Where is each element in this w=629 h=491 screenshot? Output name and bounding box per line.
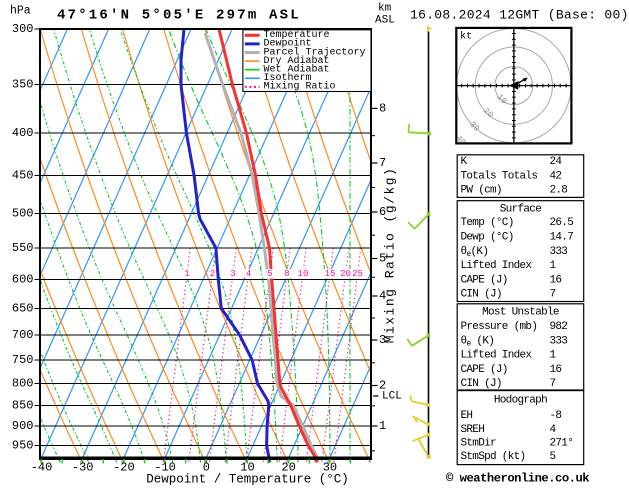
svg-text:650: 650 [12, 301, 34, 315]
svg-text:550: 550 [12, 241, 34, 255]
svg-text:4: 4 [246, 269, 251, 279]
svg-text:26.5: 26.5 [550, 217, 574, 229]
svg-text:CAPE (J): CAPE (J) [461, 274, 508, 286]
svg-text:8: 8 [284, 269, 289, 279]
svg-text:10: 10 [298, 269, 309, 279]
svg-text:24: 24 [550, 156, 563, 168]
svg-text:16: 16 [550, 364, 562, 376]
svg-text:LCL: LCL [382, 391, 402, 403]
svg-text:-40: -40 [31, 461, 53, 475]
svg-text:5: 5 [550, 451, 556, 463]
svg-text:StmDir: StmDir [461, 438, 497, 450]
svg-text:700: 700 [12, 328, 34, 342]
svg-text:CIN (J): CIN (J) [461, 378, 502, 390]
svg-text:7: 7 [550, 288, 556, 300]
svg-text:8: 8 [379, 101, 386, 115]
svg-text:500: 500 [12, 207, 34, 221]
svg-text:20: 20 [340, 269, 351, 279]
svg-text:-8: -8 [550, 410, 562, 422]
svg-text:-20: -20 [113, 461, 135, 475]
svg-text:-30: -30 [72, 461, 94, 475]
svg-text:950: 950 [12, 439, 34, 453]
svg-text:15: 15 [325, 269, 336, 279]
svg-text:CAPE (J): CAPE (J) [461, 364, 508, 376]
svg-text:800: 800 [12, 377, 34, 391]
svg-text:θe(K): θe(K) [461, 246, 489, 258]
svg-text:450: 450 [12, 169, 34, 183]
svg-text:5: 5 [267, 269, 272, 279]
svg-text:θe (K): θe (K) [461, 335, 495, 348]
svg-text:CIN (J): CIN (J) [461, 288, 502, 300]
svg-text:kt: kt [460, 31, 472, 43]
svg-text:982: 982 [550, 321, 568, 333]
svg-text:47°16'N 5°05'E 297m ASL: 47°16'N 5°05'E 297m ASL [57, 8, 301, 24]
svg-text:25: 25 [352, 269, 363, 279]
svg-text:1: 1 [184, 269, 189, 279]
svg-text:3: 3 [230, 269, 235, 279]
svg-text:EH: EH [461, 410, 473, 422]
svg-text:km: km [378, 3, 392, 15]
svg-text:600: 600 [12, 273, 34, 287]
svg-text:Dewp (°C): Dewp (°C) [461, 232, 514, 244]
svg-text:14.7: 14.7 [550, 232, 574, 244]
svg-text:1: 1 [379, 419, 386, 433]
svg-text:Temp (°C): Temp (°C) [461, 217, 514, 229]
svg-text:16: 16 [550, 274, 562, 286]
svg-text:350: 350 [12, 78, 34, 92]
svg-text:300: 300 [12, 22, 34, 36]
svg-text:© weatheronline.co.uk: © weatheronline.co.uk [446, 472, 589, 486]
svg-text:Dewpoint / Temperature (°C): Dewpoint / Temperature (°C) [146, 473, 349, 487]
svg-text:SREH: SREH [461, 424, 485, 436]
svg-text:850: 850 [12, 398, 34, 412]
svg-text:7: 7 [550, 378, 556, 390]
svg-text:271°: 271° [550, 438, 574, 450]
svg-text:750: 750 [12, 353, 34, 367]
svg-text:Hodograph: Hodograph [494, 394, 547, 406]
svg-text:42: 42 [550, 170, 562, 182]
svg-text:Lifted Index: Lifted Index [461, 350, 533, 362]
svg-text:16.08.2024 12GMT (Base: 00): 16.08.2024 12GMT (Base: 00) [410, 8, 629, 23]
svg-text:Surface: Surface [500, 204, 541, 216]
svg-text:Pressure (mb): Pressure (mb) [461, 321, 538, 333]
svg-text:333: 333 [550, 335, 568, 347]
svg-text:Mixing Ratio: Mixing Ratio [264, 81, 336, 93]
svg-text:2.8: 2.8 [550, 185, 568, 197]
svg-text:900: 900 [12, 419, 34, 433]
svg-text:2: 2 [210, 269, 215, 279]
svg-text:Lifted Index: Lifted Index [461, 260, 533, 272]
svg-text:Totals Totals: Totals Totals [461, 170, 538, 182]
svg-text:StmSpd (kt): StmSpd (kt) [461, 451, 526, 463]
svg-text:Mixing Ratio (g/kg): Mixing Ratio (g/kg) [383, 167, 398, 344]
svg-text:Most Unstable: Most Unstable [482, 307, 559, 319]
svg-text:hPa: hPa [10, 5, 31, 18]
svg-text:PW (cm): PW (cm) [461, 185, 502, 197]
svg-text:400: 400 [12, 126, 34, 140]
svg-text:ASL: ASL [375, 15, 395, 27]
svg-text:333: 333 [550, 246, 568, 258]
